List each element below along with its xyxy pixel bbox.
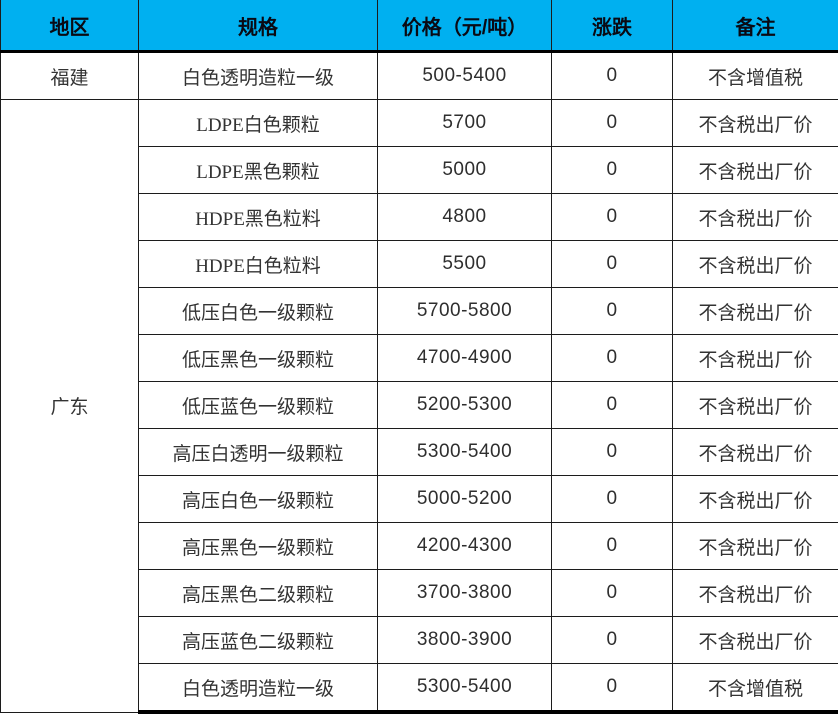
price-cell: 3800-3900 — [377, 616, 552, 664]
spec-cell: 高压白透明一级颗粒 — [138, 428, 378, 476]
table-row: 高压黑色一级颗粒 4200-4300 0 不含税出厂价 — [1, 522, 838, 570]
spec-cell: 白色透明造粒一级 — [138, 663, 378, 714]
table-row: LDPE黑色颗粒 5000 0 不含税出厂价 — [1, 146, 838, 194]
price-cell: 5700-5800 — [377, 287, 552, 335]
price-cell: 5000-5200 — [377, 475, 552, 523]
note-cell: 不含增值税 — [672, 51, 838, 100]
header-cell-note: 备注 — [672, 0, 838, 53]
change-cell: 0 — [551, 428, 673, 476]
table-row: 高压蓝色二级颗粒 3800-3900 0 不含税出厂价 — [1, 616, 838, 664]
spec-cell: 高压蓝色二级颗粒 — [138, 616, 378, 664]
table-row: 高压白色一级颗粒 5000-5200 0 不含税出厂价 — [1, 475, 838, 523]
note-cell: 不含税出厂价 — [672, 569, 838, 617]
change-cell: 0 — [551, 381, 673, 429]
note-cell: 不含税出厂价 — [672, 240, 838, 288]
price-cell: 3700-3800 — [377, 569, 552, 617]
spec-cell: LDPE白色颗粒 — [138, 99, 378, 147]
table-row: 低压蓝色一级颗粒 5200-5300 0 不含税出厂价 — [1, 381, 838, 429]
price-cell: 5500 — [377, 240, 552, 288]
table-row: 福建 白色透明造粒一级 500-5400 0 不含增值税 — [0, 51, 838, 100]
change-cell: 0 — [551, 51, 673, 100]
table-row: HDPE黑色粒料 4800 0 不含税出厂价 — [1, 193, 838, 241]
table-row: 高压黑色二级颗粒 3700-3800 0 不含税出厂价 — [1, 569, 838, 617]
note-cell: 不含税出厂价 — [672, 146, 838, 194]
table-row: 广东 LDPE白色颗粒 5700 0 不含税出厂价 — [0, 99, 838, 713]
change-cell: 0 — [551, 569, 673, 617]
region-cell-guangdong: 广东 — [0, 99, 139, 713]
header-cell-change: 涨跌 — [551, 0, 673, 53]
spec-cell: 低压蓝色一级颗粒 — [138, 381, 378, 429]
note-cell: 不含税出厂价 — [672, 381, 838, 429]
spec-cell: 低压黑色一级颗粒 — [138, 334, 378, 382]
note-cell: 不含增值税 — [672, 663, 838, 714]
header-row: 地区 规格 价格（元/吨） 涨跌 备注 — [0, 0, 838, 53]
price-cell: 5200-5300 — [377, 381, 552, 429]
table-body: 福建 白色透明造粒一级 500-5400 0 不含增值税 广东 LDPE白色颗粒… — [0, 51, 838, 714]
change-cell: 0 — [551, 99, 673, 147]
note-cell: 不含税出厂价 — [672, 616, 838, 664]
spec-cell: 高压白色一级颗粒 — [138, 475, 378, 523]
table-row: HDPE白色粒料 5500 0 不含税出厂价 — [1, 240, 838, 288]
table-header: 地区 规格 价格（元/吨） 涨跌 备注 — [0, 0, 838, 53]
price-cell: 5300-5400 — [377, 663, 552, 714]
change-cell: 0 — [551, 616, 673, 664]
spec-cell: LDPE黑色颗粒 — [138, 146, 378, 194]
spec-cell: HDPE白色粒料 — [138, 240, 378, 288]
change-cell: 0 — [551, 663, 673, 714]
change-cell: 0 — [551, 240, 673, 288]
header-cell-price: 价格（元/吨） — [377, 0, 552, 53]
note-cell: 不含税出厂价 — [672, 287, 838, 335]
price-cell: 500-5400 — [377, 51, 552, 100]
table-row: 低压白色一级颗粒 5700-5800 0 不含税出厂价 — [1, 287, 838, 335]
change-cell: 0 — [551, 146, 673, 194]
price-cell: 5300-5400 — [377, 428, 552, 476]
note-cell: 不含税出厂价 — [672, 475, 838, 523]
note-cell: 不含税出厂价 — [672, 428, 838, 476]
price-cell: 4200-4300 — [377, 522, 552, 570]
note-cell: 不含税出厂价 — [672, 193, 838, 241]
note-cell: 不含税出厂价 — [672, 99, 838, 147]
note-cell: 不含税出厂价 — [672, 522, 838, 570]
spec-cell: HDPE黑色粒料 — [138, 193, 378, 241]
spec-cell: 白色透明造粒一级 — [138, 51, 378, 100]
price-cell: 4700-4900 — [377, 334, 552, 382]
header-cell-region: 地区 — [0, 0, 139, 53]
change-cell: 0 — [551, 475, 673, 523]
price-cell: 5000 — [377, 146, 552, 194]
table-row: 低压黑色一级颗粒 4700-4900 0 不含税出厂价 — [1, 334, 838, 382]
change-cell: 0 — [551, 334, 673, 382]
spec-cell: 高压黑色二级颗粒 — [138, 569, 378, 617]
price-cell: 5700 — [377, 99, 552, 147]
header-cell-spec: 规格 — [138, 0, 378, 53]
change-cell: 0 — [551, 287, 673, 335]
spec-cell: 低压白色一级颗粒 — [138, 287, 378, 335]
table-row: 白色透明造粒一级 5300-5400 0 不含增值税 — [1, 663, 838, 714]
table-row: 高压白透明一级颗粒 5300-5400 0 不含税出厂价 — [1, 428, 838, 476]
change-cell: 0 — [551, 193, 673, 241]
change-cell: 0 — [551, 522, 673, 570]
note-cell: 不含税出厂价 — [672, 334, 838, 382]
region-cell-fujian: 福建 — [0, 51, 139, 100]
price-cell: 4800 — [377, 193, 552, 241]
spec-cell: 高压黑色一级颗粒 — [138, 522, 378, 570]
